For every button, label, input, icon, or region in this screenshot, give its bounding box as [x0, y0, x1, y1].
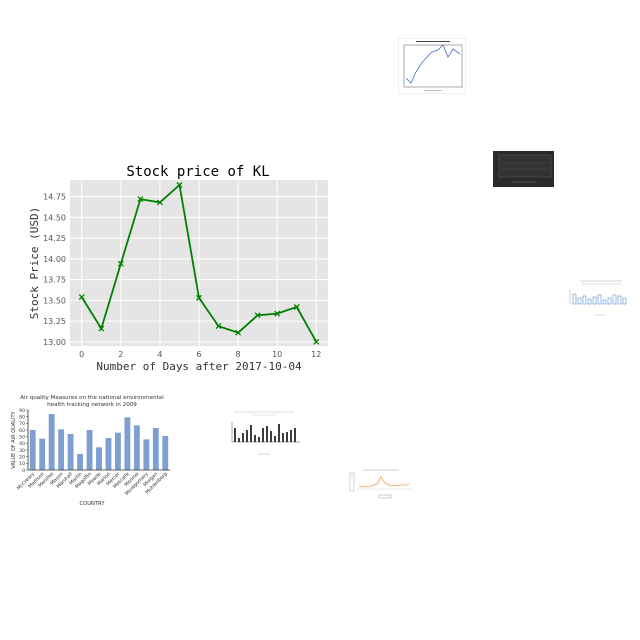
- bar: [96, 447, 102, 470]
- bar-chart-title-line-1: Air quality Measures on the national env…: [20, 395, 164, 401]
- bar: [49, 414, 55, 470]
- bar-y-tick-label: 10: [19, 461, 25, 467]
- bar: [30, 430, 36, 470]
- bar: [58, 429, 64, 470]
- bar: [39, 439, 45, 470]
- bar: [143, 439, 149, 470]
- bar-chart-title-line-2: health tracking network in 2009: [47, 402, 137, 408]
- bar-y-tick-label: 70: [19, 421, 25, 427]
- bar: [153, 428, 159, 470]
- bar: [68, 434, 74, 470]
- bar: [115, 433, 121, 470]
- bar-chart-bars: [30, 414, 168, 470]
- bar: [106, 438, 112, 470]
- bar-chart-y-label: VALUE OF AIR QUALITY: [11, 410, 17, 468]
- bar: [134, 425, 140, 470]
- bar-y-tick-label: 0: [22, 468, 25, 474]
- bar: [77, 454, 83, 470]
- bar: [162, 436, 168, 470]
- bar-y-tick-label: 30: [19, 448, 25, 454]
- bar-chart-x-label: COUNTRY: [80, 501, 106, 507]
- bar-y-tick-label: 80: [19, 414, 25, 420]
- bar-y-tick-label: 90: [19, 408, 25, 414]
- bar-y-tick-label: 20: [19, 454, 25, 460]
- bar-y-tick-label: 40: [19, 441, 25, 447]
- bar-y-tick-label: 50: [19, 434, 25, 440]
- bar: [124, 417, 130, 470]
- bar-y-tick-label: 60: [19, 428, 25, 434]
- bar: [87, 430, 93, 470]
- bar-chart-x-ticks: McCrearyMadisonMenifeeMasonMarshallMarti…: [16, 471, 169, 497]
